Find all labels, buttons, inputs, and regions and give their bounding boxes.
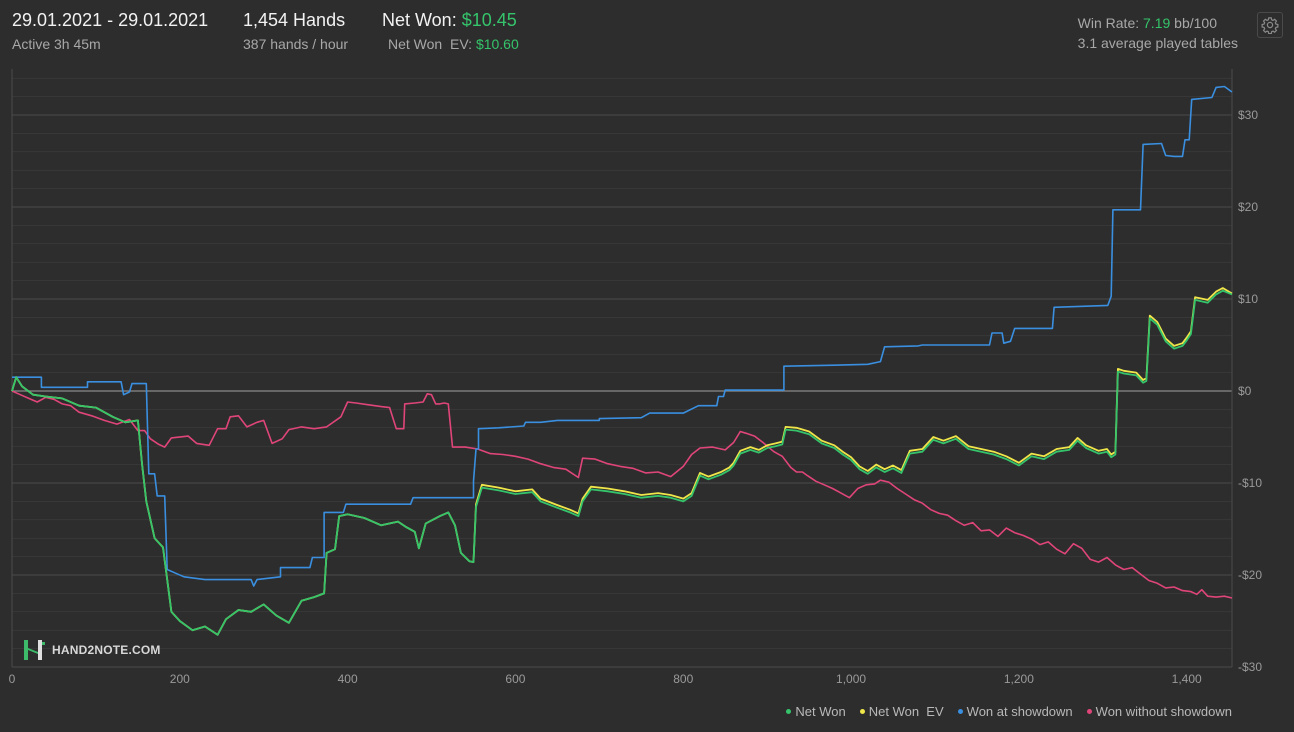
legend-dot-showdown bbox=[957, 709, 963, 714]
x-tick-label: 0 bbox=[9, 672, 16, 686]
chart-series bbox=[11, 85, 1233, 636]
y-tick-label: $0 bbox=[1238, 384, 1252, 398]
x-tick-label: 600 bbox=[505, 672, 525, 686]
legend-dot-net-won bbox=[786, 709, 792, 714]
gear-icon bbox=[1261, 17, 1279, 34]
y-tick-label: -$30 bbox=[1238, 660, 1262, 674]
win-rate-block: Win Rate: 7.19 bb/100 3.1 average played… bbox=[1078, 13, 1238, 53]
legend-label-net-won: Net Won bbox=[795, 704, 846, 719]
legend-item-net-won[interactable]: Net Won bbox=[786, 704, 846, 719]
legend-dot-net-won-ev bbox=[859, 709, 865, 714]
series-won-without-showdown bbox=[11, 390, 1233, 599]
chart-legend: Net Won Net Won EV Won at showdown Won w… bbox=[786, 704, 1232, 719]
x-tick-label: 200 bbox=[170, 672, 190, 686]
date-range: 29.01.2021 - 29.01.2021 bbox=[12, 10, 209, 30]
win-rate-value: 7.19 bbox=[1143, 15, 1171, 31]
active-time: Active 3h 45m bbox=[12, 36, 101, 52]
net-won-ev-value: $10.60 bbox=[475, 36, 519, 52]
net-won-block: Net Won: $10.45 Net Won EV: $10.60 bbox=[382, 10, 519, 52]
hands-rate: 387 hands / hour bbox=[243, 36, 349, 52]
x-axis: 0 200 400 600 800 1,000 1,200 1,400 bbox=[9, 672, 1202, 686]
hand2note-logo: HAND2NOTE.COM bbox=[22, 638, 161, 662]
x-tick-label: 1,000 bbox=[836, 672, 866, 686]
win-rate-stat: Win Rate: 7.19 bb/100 bbox=[1078, 13, 1238, 33]
net-won-stat: Net Won: $10.45 bbox=[382, 10, 519, 31]
series-net-won bbox=[11, 289, 1233, 636]
x-tick-label: 1,400 bbox=[1172, 672, 1202, 686]
series-won-at-showdown bbox=[12, 85, 1233, 587]
series-net-won-ev bbox=[11, 287, 1233, 636]
hands-block: 1,454 Hands 387 hands / hour bbox=[243, 10, 348, 52]
legend-item-net-won-ev[interactable]: Net Won EV bbox=[859, 704, 944, 719]
hands-count: 1,454 Hands bbox=[243, 10, 346, 30]
net-won-ev-stat: Net Won EV: $10.60 bbox=[382, 36, 519, 52]
y-tick-label: -$20 bbox=[1238, 568, 1262, 582]
x-tick-label: 400 bbox=[338, 672, 358, 686]
logo-text: HAND2NOTE.COM bbox=[52, 643, 161, 657]
date-block: 29.01.2021 - 29.01.2021 Active 3h 45m bbox=[12, 10, 208, 52]
x-tick-label: 800 bbox=[673, 672, 693, 686]
y-tick-label: $20 bbox=[1238, 200, 1258, 214]
legend-label-non-showdown: Won without showdown bbox=[1095, 704, 1232, 719]
legend-item-showdown[interactable]: Won at showdown bbox=[957, 704, 1073, 719]
legend-label-showdown: Won at showdown bbox=[966, 704, 1073, 719]
stats-header: 29.01.2021 - 29.01.2021 Active 3h 45m 1,… bbox=[0, 0, 1294, 60]
net-won-ev-label: Net Won EV: bbox=[388, 36, 473, 52]
legend-item-non-showdown[interactable]: Won without showdown bbox=[1086, 704, 1232, 719]
win-rate-unit: bb/100 bbox=[1174, 15, 1217, 31]
y-tick-label: $10 bbox=[1238, 292, 1258, 306]
y-tick-label: $30 bbox=[1238, 108, 1258, 122]
legend-label-net-won-ev: Net Won EV bbox=[868, 704, 944, 719]
hand2note-logo-icon bbox=[24, 640, 45, 660]
win-rate-label: Win Rate: bbox=[1077, 15, 1140, 31]
settings-button[interactable] bbox=[1257, 12, 1283, 38]
average-tables: 3.1 average played tables bbox=[1077, 35, 1238, 51]
y-tick-label: -$10 bbox=[1238, 476, 1262, 490]
legend-dot-non-showdown bbox=[1086, 709, 1092, 714]
net-won-value: $10.45 bbox=[461, 10, 517, 30]
y-axis: $30 $20 $10 $0 -$10 -$20 -$30 bbox=[1238, 108, 1262, 674]
x-tick-label: 1,200 bbox=[1004, 672, 1034, 686]
chart-grid bbox=[11, 69, 1233, 668]
net-won-label: Net Won: bbox=[382, 10, 457, 30]
